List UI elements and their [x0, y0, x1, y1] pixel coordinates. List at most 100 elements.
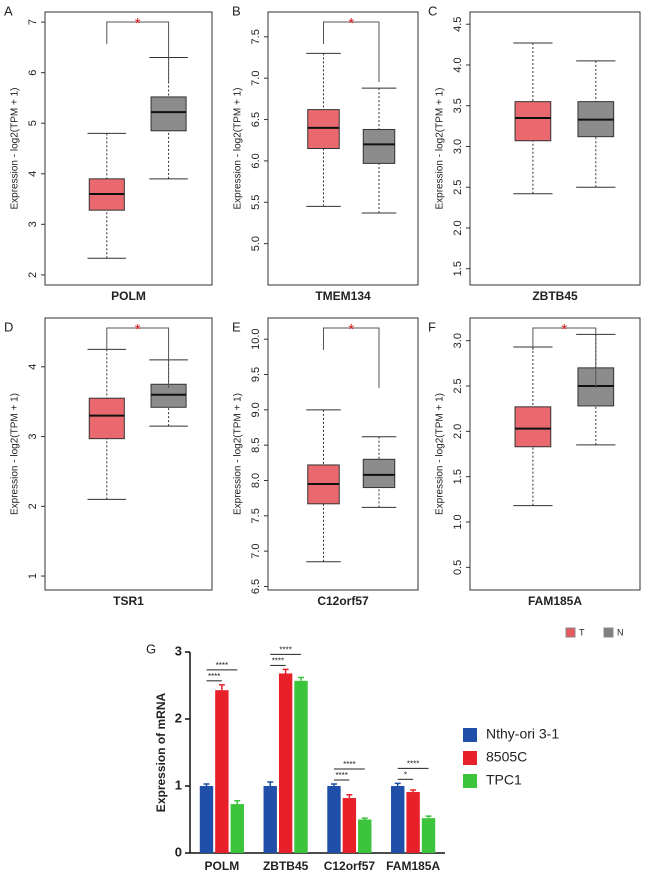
legend-label: N — [617, 627, 624, 637]
error-bar — [282, 668, 289, 674]
legend-label: Nthy-ori 3-1 — [486, 726, 559, 742]
error-bar — [218, 684, 225, 691]
significance-bracket — [106, 327, 170, 388]
y-tick-label: 0 — [175, 844, 182, 859]
bar — [199, 786, 214, 853]
significance-label: **** — [208, 672, 220, 681]
panel-label: A — [4, 3, 13, 18]
box — [307, 109, 340, 149]
y-tick-label: 7.0 — [250, 71, 262, 86]
significance-star: * — [348, 15, 354, 32]
plot-frame — [469, 317, 641, 591]
y-tick-label: 8.0 — [250, 473, 262, 488]
bar — [391, 786, 405, 853]
significance-bracket — [323, 21, 380, 82]
box — [362, 128, 396, 164]
significance-bracket — [323, 327, 380, 388]
significance-bracket — [106, 21, 170, 82]
error-bar — [394, 782, 401, 786]
y-tick-label: 9.5 — [250, 367, 262, 382]
bar — [294, 680, 308, 853]
error-bar — [267, 781, 274, 786]
y-tick-label: 2.5 — [452, 180, 464, 195]
bar — [278, 673, 293, 853]
error-bar — [203, 783, 210, 786]
significance-label: **** — [279, 646, 291, 655]
y-axis-label: Expression of mRNA — [154, 692, 168, 812]
bar — [406, 792, 420, 853]
legend-swatch — [463, 751, 477, 765]
x-tick-label: FAM185A — [386, 859, 440, 873]
y-axis-label: Expression - log2(TPM + 1) — [233, 88, 244, 210]
x-tick-label: POLM — [205, 859, 240, 873]
bar — [358, 819, 372, 853]
significance-label: **** — [407, 759, 419, 768]
legend-swatch — [603, 627, 614, 638]
gene-title: FAM185A — [528, 594, 582, 608]
y-tick-label: 7.5 — [250, 508, 262, 523]
y-tick-label: 2.0 — [452, 220, 464, 235]
box — [150, 96, 187, 132]
y-tick-label: 1 — [175, 777, 182, 792]
panel-label: E — [232, 319, 241, 334]
legend-swatch — [565, 627, 576, 638]
bar — [342, 798, 357, 853]
significance-label: **** — [216, 661, 228, 670]
plot-frame — [469, 11, 641, 286]
bar — [327, 786, 341, 853]
significance-label: **** — [335, 771, 347, 780]
y-tick-label: 6.5 — [250, 579, 262, 594]
y-tick-label: 3.0 — [452, 333, 464, 348]
panel-label: B — [232, 3, 241, 18]
significance-label: **** — [272, 657, 284, 666]
y-tick-label: 2.0 — [452, 424, 464, 439]
y-tick-label: 3 — [175, 643, 182, 658]
y-axis-label: Expression - log2(TPM + 1) — [233, 393, 244, 515]
legend-swatch — [463, 774, 477, 788]
y-tick-label: 3.5 — [452, 98, 464, 113]
y-tick-label: 3 — [27, 221, 39, 227]
significance-star: * — [348, 321, 354, 338]
gene-title: TSR1 — [113, 594, 144, 608]
significance-star: * — [561, 321, 567, 338]
y-tick-label: 4 — [27, 364, 39, 370]
panel-label: G — [146, 641, 156, 656]
x-tick-label: ZBTB45 — [263, 859, 309, 873]
panel-label: C — [428, 3, 437, 18]
y-tick-label: 1.0 — [452, 514, 464, 529]
significance-label: **** — [343, 760, 355, 769]
y-tick-label: 6.0 — [250, 153, 262, 168]
error-bar — [361, 817, 368, 820]
y-tick-label: 1 — [27, 573, 39, 579]
legend-label: T — [579, 627, 585, 637]
bar — [215, 690, 229, 853]
y-tick-label: 4 — [27, 171, 39, 177]
y-tick-label: 4.5 — [452, 17, 464, 32]
y-tick-label: 7 — [27, 19, 39, 25]
error-bar — [425, 815, 432, 819]
significance-label: * — [404, 770, 407, 779]
y-axis-label: Expression - log2(TPM + 1) — [10, 393, 21, 515]
y-tick-label: 0.5 — [452, 560, 464, 575]
legend-swatch — [463, 728, 477, 742]
y-tick-label: 7.5 — [250, 29, 262, 44]
y-tick-label: 2 — [175, 710, 182, 725]
y-axis-label: Expression - log2(TPM + 1) — [435, 393, 446, 515]
bar — [421, 818, 436, 853]
y-tick-label: 3.0 — [452, 139, 464, 154]
panel-label: D — [4, 319, 13, 334]
y-tick-label: 5.5 — [250, 195, 262, 210]
y-axis-label: Expression - log2(TPM + 1) — [10, 88, 21, 210]
y-tick-label: 7.0 — [250, 543, 262, 558]
error-bar — [330, 783, 337, 786]
plot-frame — [267, 11, 419, 286]
significance-star: * — [135, 321, 141, 338]
error-bar — [346, 793, 353, 799]
y-tick-label: 5.0 — [250, 236, 262, 251]
box — [514, 101, 552, 142]
box — [88, 397, 125, 440]
significance-bracket — [532, 327, 597, 388]
legend-label: TPC1 — [486, 772, 522, 788]
gene-title: TMEM134 — [315, 289, 371, 303]
